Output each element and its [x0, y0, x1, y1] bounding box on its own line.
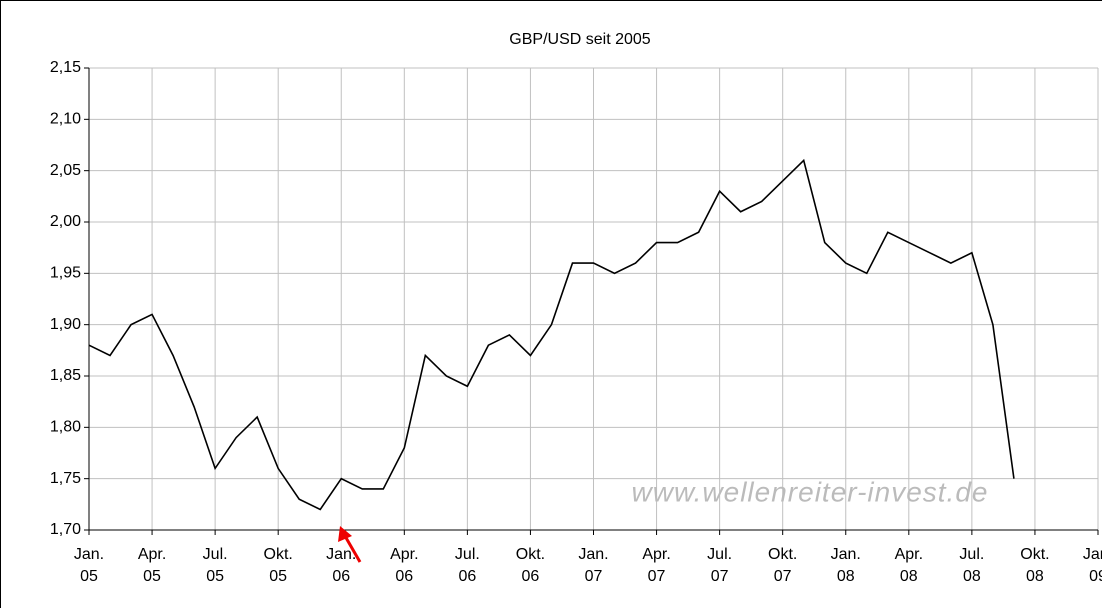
x-tick-label: Jul. 05 [202, 546, 228, 585]
arrow-shaft [343, 535, 362, 563]
x-tick-label: Apr. 06 [390, 546, 419, 585]
x-tick-label: Apr. 05 [137, 546, 167, 585]
y-tick-label: 2,10 [50, 111, 81, 128]
x-tick-label: Jan. 05 [73, 546, 105, 585]
x-tick-label: Jan. 07 [578, 546, 609, 585]
x-tick-label: Okt. 06 [515, 546, 546, 585]
y-tick-label: 1,80 [50, 419, 81, 436]
x-tick-label: Apr. 08 [894, 546, 924, 585]
chart-title: GBP/USD seit 2005 [509, 31, 651, 48]
arrow-head [338, 526, 352, 542]
y-tick-label: 2,00 [50, 213, 81, 230]
y-tick-label: 1,70 [50, 521, 81, 538]
x-tick-label: Apr. 07 [642, 546, 671, 585]
y-tick-label: 1,90 [50, 316, 81, 333]
x-tick-label: Jan. 06 [326, 546, 357, 585]
x-tick-label: Jul. 06 [454, 546, 480, 585]
x-tick-label: Okt. 07 [768, 546, 798, 585]
x-tick-label: Jul. 08 [959, 546, 985, 585]
y-tick-label: 1,95 [50, 265, 81, 282]
x-tick-label: Okt. 05 [263, 546, 293, 585]
y-tick-label: 2,15 [50, 59, 81, 76]
watermark: www.wellenreiter-invest.de [632, 476, 989, 507]
x-tick-label: Jan. 09 [1082, 546, 1102, 585]
y-tick-label: 1,75 [50, 470, 81, 487]
x-tick-label: Jan. 08 [830, 546, 861, 585]
price-line [88, 158, 1015, 511]
annotation-arrow [338, 526, 362, 563]
x-tick-label: Jul. 07 [707, 546, 733, 585]
x-tick-label: Okt. 08 [1020, 546, 1050, 585]
y-tick-label: 2,05 [50, 162, 81, 179]
y-tick-label: 1,85 [50, 367, 81, 384]
